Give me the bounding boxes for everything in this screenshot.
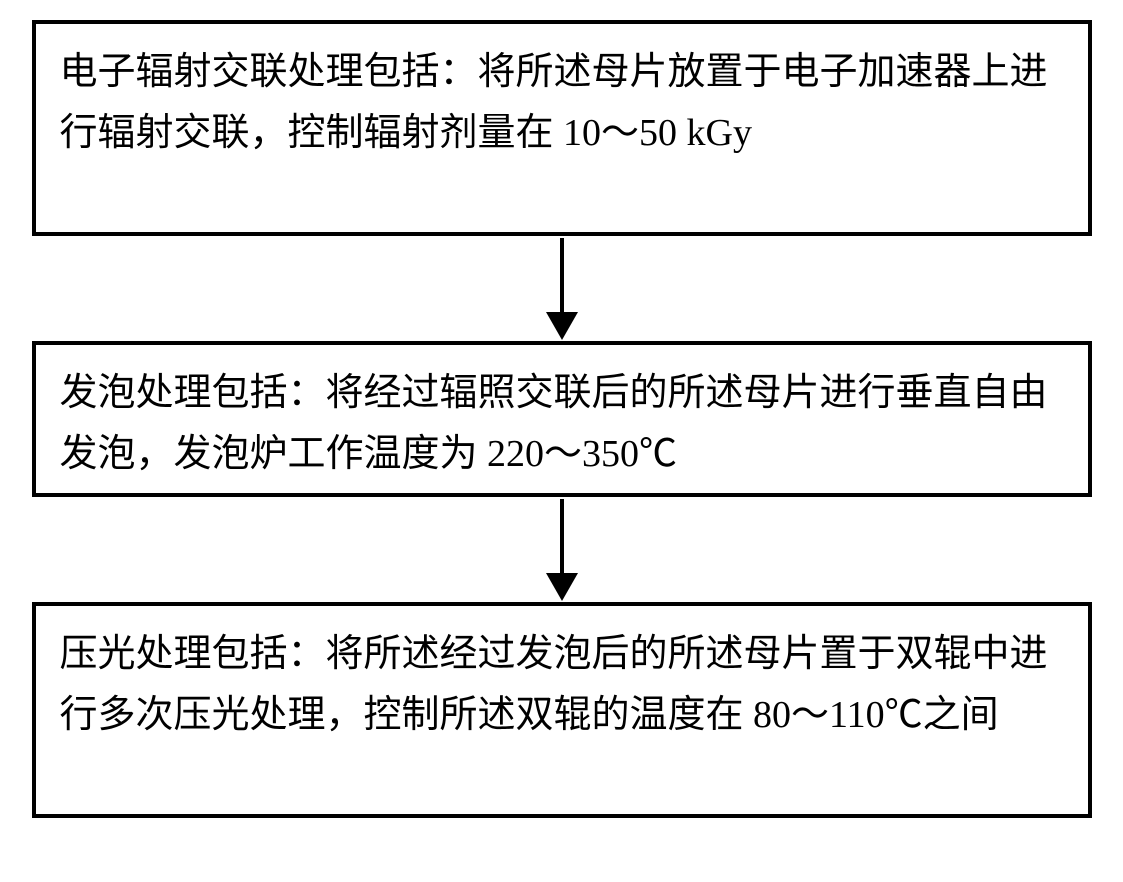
arrow-1 xyxy=(546,236,578,341)
flowchart-step-3: 压光处理包括：将所述经过发泡后的所述母片置于双辊中进行多次压光处理，控制所述双辊… xyxy=(32,602,1092,818)
flowchart-step-1: 电子辐射交联处理包括：将所述母片放置于电子加速器上进行辐射交联，控制辐射剂量在 … xyxy=(32,20,1092,236)
step3-text-value: 80～110℃ xyxy=(744,694,923,736)
flowchart-step-2: 发泡处理包括：将经过辐照交联后的所述母片进行垂直自由发泡，发泡炉工作温度为 22… xyxy=(32,341,1092,497)
arrow-head-icon xyxy=(546,312,578,340)
step1-text-value: 10～50 kGy xyxy=(554,112,752,154)
step2-text-value: 220～350℃ xyxy=(478,433,678,475)
arrow-line-icon xyxy=(560,499,564,573)
arrow-line-icon xyxy=(560,238,564,312)
arrow-2 xyxy=(546,497,578,602)
arrow-head-icon xyxy=(546,573,578,601)
step3-text-suffix: 之间 xyxy=(923,694,999,736)
